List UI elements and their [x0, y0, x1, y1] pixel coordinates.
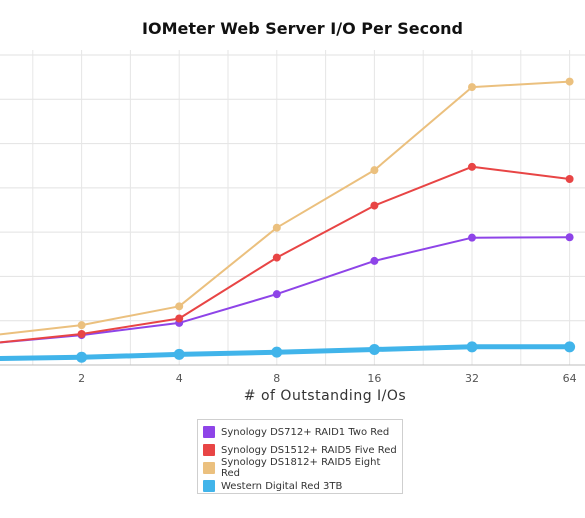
gridlines — [0, 50, 585, 365]
legend-swatch-wd-red — [203, 480, 215, 492]
series-line-1 — [0, 165, 570, 344]
x-tick-label: 32 — [465, 372, 479, 385]
legend-swatch-ds1512 — [203, 444, 215, 456]
data-point-3-1 — [76, 351, 88, 363]
data-point-0-4 — [370, 256, 379, 265]
legend: Synology DS712+ RAID1 Two Red Synology D… — [197, 419, 403, 494]
data-point-3-3 — [271, 346, 283, 358]
data-point-3-5 — [466, 341, 478, 353]
data-point-3-6 — [564, 341, 576, 353]
legend-label-ds1512: Synology DS1512+ RAID5 Five Red — [221, 444, 397, 456]
legend-label-ds1812: Synology DS1812+ RAID5 Eight Red — [220, 457, 381, 479]
data-point-1-2 — [175, 314, 184, 323]
data-point-1-6 — [565, 175, 574, 183]
x-tick-label: 64 — [563, 372, 577, 385]
data-point-2-1 — [77, 321, 86, 330]
series-line-2 — [0, 80, 570, 336]
x-axis-title: # of Outstanding I/Os — [243, 388, 407, 404]
series-lines — [0, 77, 576, 363]
x-tick-label: 8 — [273, 372, 280, 385]
legend-label-ds712: Synology DS712+ RAID1 Two Red — [221, 426, 390, 438]
data-point-0-3 — [272, 290, 281, 299]
chart-title: IOMeter Web Server I/O Per Second — [142, 19, 463, 38]
legend-swatch-ds1812 — [203, 462, 215, 474]
data-point-0-6 — [565, 233, 574, 242]
legend-item-wd-red: Western Digital Red 3TB — [203, 477, 402, 495]
legend-label-wd-red: Western Digital Red 3TB — [221, 480, 343, 492]
plot-area: 2 4 8 16 32 64 — [0, 50, 585, 385]
x-tick-labels: 2 4 8 16 32 64 — [78, 372, 576, 385]
x-tick-label: 16 — [367, 372, 381, 385]
data-point-3-2 — [173, 348, 185, 360]
legend-swatch-ds712 — [203, 426, 215, 438]
data-point-2-6 — [565, 77, 574, 86]
data-point-2-5 — [468, 83, 476, 92]
data-point-3-4 — [368, 344, 380, 355]
data-point-1-1 — [77, 330, 86, 338]
legend-item-ds1512: Synology DS1512+ RAID5 Five Red — [203, 441, 402, 459]
data-point-0-5 — [468, 233, 476, 242]
legend-item-ds1812: Synology DS1812+ RAID5 Eight Red — [203, 457, 402, 479]
data-point-2-3 — [272, 223, 281, 232]
legend-item-ds712: Synology DS712+ RAID1 Two Red — [203, 423, 402, 441]
data-point-2-4 — [370, 166, 379, 175]
data-point-1-4 — [370, 201, 379, 210]
data-point-1-5 — [468, 162, 476, 171]
x-tick-label: 2 — [78, 372, 85, 385]
x-tick-label: 4 — [176, 372, 183, 385]
data-point-1-3 — [272, 253, 281, 262]
data-point-2-2 — [175, 302, 184, 311]
